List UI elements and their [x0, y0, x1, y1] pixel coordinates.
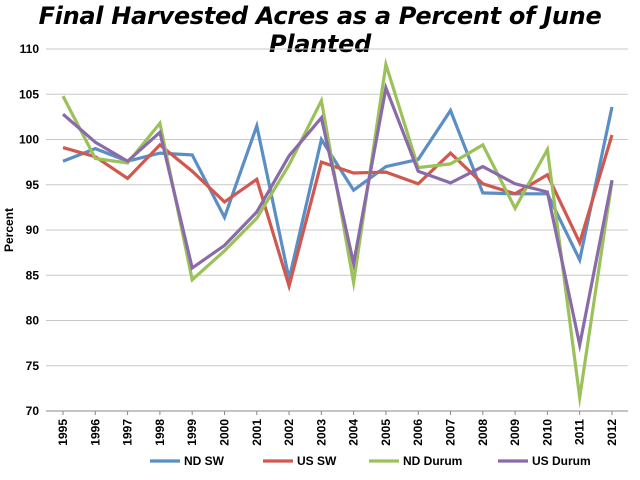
x-tick-label: 2011 [573, 419, 587, 445]
y-axis-ticks: 70 75 80 85 90 95 100 105 110 [19, 42, 39, 418]
x-tick-label: 2008 [476, 419, 490, 446]
x-tick-label: 1997 [121, 419, 135, 446]
x-tick-label: 1999 [185, 419, 199, 446]
x-tick-label: 2006 [411, 419, 425, 446]
legend-label-us-sw: US SW [297, 454, 337, 468]
legend-label-nd-sw: ND SW [184, 454, 225, 468]
x-tick-label: 2002 [282, 419, 296, 446]
y-tick-label: 85 [26, 268, 40, 282]
series-line-us-sw [62, 134, 614, 293]
legend-label-nd-durum: ND Durum [403, 454, 462, 468]
x-tick-label: 2009 [508, 419, 522, 446]
y-tick-label: 105 [19, 87, 39, 101]
x-tick-label: 2001 [250, 419, 264, 446]
x-tick-label: 2003 [314, 419, 328, 446]
series-line-nd-sw [62, 106, 614, 287]
x-tick-label: 1998 [153, 419, 167, 446]
y-axis-label: Percent [2, 208, 16, 252]
y-tick-label: 90 [26, 223, 40, 237]
series-line-us-durum [61, 82, 614, 353]
y-tick-label: 110 [20, 42, 40, 56]
x-tick-label: 2007 [444, 419, 458, 446]
series-lines [61, 57, 614, 409]
x-axis-ticks: 1995 1996 1997 1998 1999 2000 2001 2002 2003 2004… [56, 411, 619, 446]
x-tick-label: 2010 [540, 419, 554, 446]
y-tick-label: 80 [26, 314, 40, 328]
x-tick-label: 1996 [88, 419, 102, 446]
x-tick-label: 2005 [379, 419, 393, 446]
y-tick-label: 95 [26, 178, 40, 192]
y-tick-label: 100 [19, 133, 39, 147]
x-tick-label: 1995 [56, 419, 70, 446]
chart-title: Final Harvested Acres as a Percent of Ju… [38, 2, 602, 58]
gridlines [46, 48, 628, 412]
x-tick-label: 2000 [217, 419, 231, 446]
x-tick-label: 2012 [605, 419, 619, 446]
legend: ND SW US SW ND Durum US Durum [150, 454, 591, 468]
y-tick-label: 75 [26, 359, 40, 373]
y-tick-label: 70 [26, 404, 40, 418]
legend-label-us-durum: US Durum [532, 454, 591, 468]
x-tick-label: 2004 [347, 419, 361, 446]
series-line-nd-durum [61, 57, 614, 409]
